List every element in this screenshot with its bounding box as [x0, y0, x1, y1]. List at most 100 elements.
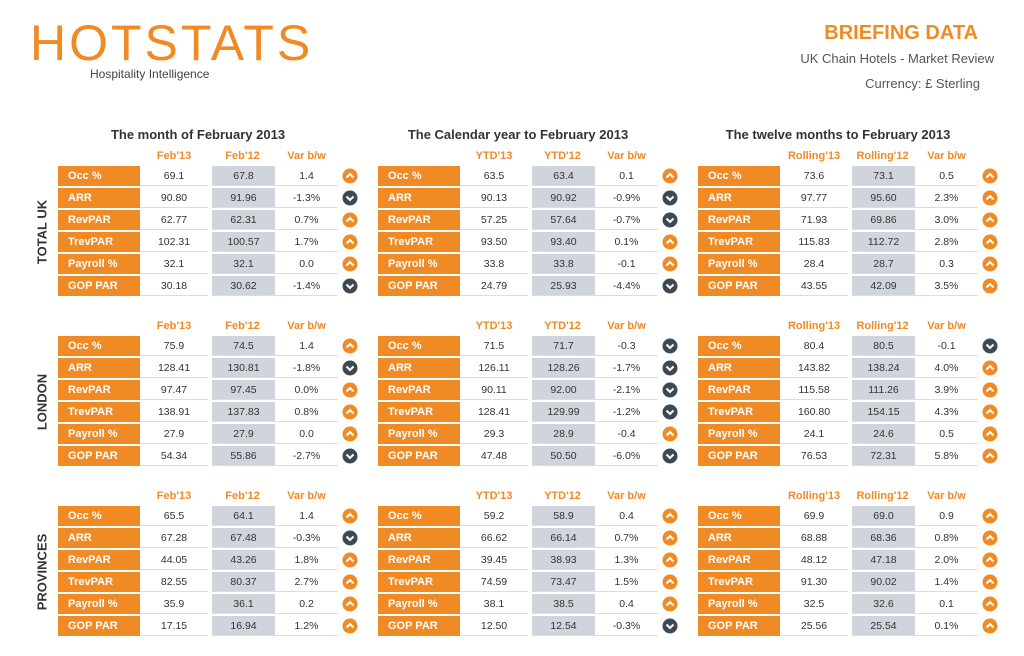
row-label: Payroll % — [698, 594, 780, 614]
cell: 1.5% — [595, 572, 658, 592]
row-label: ARR — [378, 188, 460, 208]
cell: 68.88 — [780, 528, 848, 548]
column-header: Feb'12 — [225, 320, 260, 332]
row-label: RevPAR — [58, 210, 140, 230]
column-header: Var b/w — [607, 320, 646, 332]
row-label: TrevPAR — [378, 402, 460, 422]
row-label: Occ % — [58, 336, 140, 356]
cell: 0.8% — [275, 402, 338, 422]
cell: 57.25 — [460, 210, 528, 230]
cell: 28.4 — [780, 254, 848, 274]
cell: 80.4 — [780, 336, 848, 356]
column-header: Var b/w — [927, 320, 966, 332]
row-label: Occ % — [58, 166, 140, 186]
row-label: Occ % — [58, 506, 140, 526]
cell: 138.91 — [140, 402, 208, 422]
column-header: Feb'13 — [156, 320, 192, 332]
cell: 35.9 — [140, 594, 208, 614]
cell: 54.34 — [140, 446, 208, 466]
row-label: Payroll % — [378, 424, 460, 444]
cell: -0.3% — [595, 616, 658, 636]
cell: 2.3% — [915, 188, 978, 208]
group-label: TOTAL UK — [34, 199, 50, 265]
cell: -1.8% — [275, 358, 338, 378]
row-label: ARR — [58, 528, 140, 548]
cell: 100.57 — [212, 232, 275, 252]
cell: 80.37 — [212, 572, 275, 592]
cell: 0.0 — [275, 254, 338, 274]
cell: 38.93 — [532, 550, 595, 570]
cell: -0.3 — [595, 336, 658, 356]
panel-title: The month of February 2013 — [110, 127, 286, 142]
cell: 93.40 — [532, 232, 595, 252]
cell: 102.31 — [140, 232, 208, 252]
up-icon — [342, 426, 358, 442]
cell: -0.4 — [595, 424, 658, 444]
cell: 128.26 — [532, 358, 595, 378]
row-label: TrevPAR — [58, 402, 140, 422]
column-header: Var b/w — [287, 150, 326, 162]
column-header: Rolling'12 — [856, 320, 909, 332]
title: BRIEFING DATA — [824, 22, 978, 44]
cell: 38.1 — [460, 594, 528, 614]
row-label: Payroll % — [58, 594, 140, 614]
cell: 74.5 — [212, 336, 275, 356]
row-label: Occ % — [378, 506, 460, 526]
cell: 1.8% — [275, 550, 338, 570]
cell: -0.1 — [595, 254, 658, 274]
cell: 69.0 — [852, 506, 915, 526]
cell: 2.7% — [275, 572, 338, 592]
cell: 25.54 — [852, 616, 915, 636]
cell: 2.0% — [915, 550, 978, 570]
cell: -0.7% — [595, 210, 658, 230]
row-label: ARR — [698, 528, 780, 548]
up-icon — [342, 574, 358, 590]
cell: 74.59 — [460, 572, 528, 592]
cell: 65.5 — [140, 506, 208, 526]
up-icon — [342, 552, 358, 568]
column-header: Var b/w — [607, 150, 646, 162]
up-icon — [662, 234, 678, 250]
cell: 0.4 — [595, 594, 658, 614]
down-icon — [662, 382, 678, 398]
cell: 30.18 — [140, 276, 208, 296]
cell: 36.1 — [212, 594, 275, 614]
down-icon — [342, 278, 358, 294]
row-label: Occ % — [378, 166, 460, 186]
cell: 73.6 — [780, 166, 848, 186]
up-icon — [982, 404, 998, 420]
row-label: Occ % — [698, 506, 780, 526]
cell: 0.3 — [915, 254, 978, 274]
up-icon — [982, 552, 998, 568]
cell: 69.9 — [780, 506, 848, 526]
up-icon — [662, 552, 678, 568]
up-icon — [342, 404, 358, 420]
cell: 69.1 — [140, 166, 208, 186]
cell: 1.4 — [275, 506, 338, 526]
cell: 91.30 — [780, 572, 848, 592]
group-label: LONDON — [34, 373, 50, 431]
cell: 143.82 — [780, 358, 848, 378]
down-icon — [342, 360, 358, 376]
cell: 44.05 — [140, 550, 208, 570]
row-label: ARR — [378, 528, 460, 548]
column-header: YTD'12 — [544, 490, 581, 502]
row-label: Occ % — [378, 336, 460, 356]
up-icon — [982, 382, 998, 398]
cell: 130.81 — [212, 358, 275, 378]
cell: 62.31 — [212, 210, 275, 230]
up-icon — [982, 508, 998, 524]
column-header: Feb'12 — [225, 490, 260, 502]
row-label: ARR — [698, 188, 780, 208]
cell: 75.9 — [140, 336, 208, 356]
cell: 0.8% — [915, 528, 978, 548]
cell: 25.93 — [532, 276, 595, 296]
panel-title: The twelve months to February 2013 — [725, 127, 951, 142]
cell: 0.4 — [595, 506, 658, 526]
column-header: Rolling'12 — [856, 490, 909, 502]
row-label: GOP PAR — [58, 276, 140, 296]
cell: 12.54 — [532, 616, 595, 636]
cell: 2.8% — [915, 232, 978, 252]
down-icon — [662, 360, 678, 376]
